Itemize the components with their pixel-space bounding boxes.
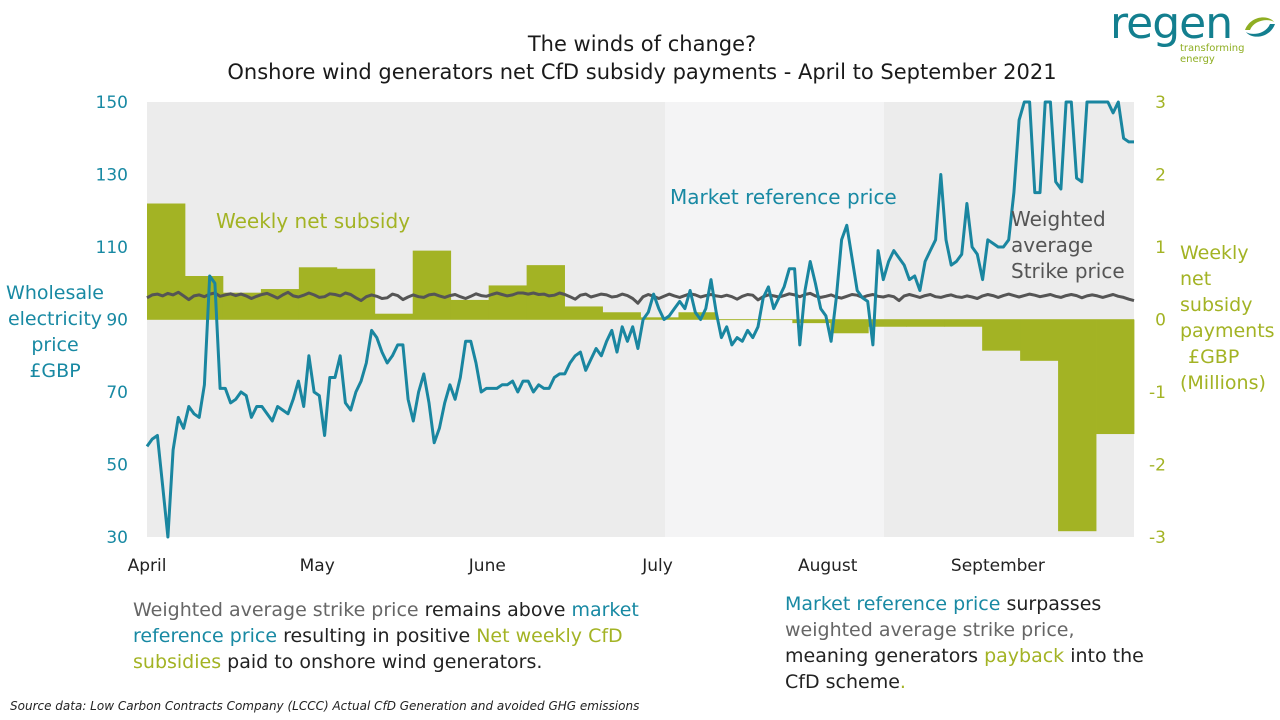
subsidy-bar <box>906 319 945 327</box>
chart-title-line-1: The winds of change? <box>527 32 757 56</box>
subsidy-bar <box>868 319 907 327</box>
note-span: remains above <box>418 599 572 621</box>
subsidy-bar <box>147 203 186 320</box>
note-right: Market reference price surpasses weighte… <box>785 591 1145 695</box>
note-span: into the CfD scheme <box>785 645 1144 693</box>
left-axis-label: Wholesale electricity price £GBP <box>3 280 107 384</box>
subsidy-bar <box>792 319 831 324</box>
note-span: Net weekly CfD subsidies <box>133 625 623 673</box>
right-axis-label-line: subsidy <box>1180 294 1253 316</box>
x-axis-ticks: April May June July August September <box>128 556 1045 576</box>
x-tick-label: July <box>641 556 673 576</box>
y-left-tick-label: 70 <box>106 383 128 403</box>
logo-swirl-icon <box>1245 17 1275 37</box>
y-left-tick-label: 150 <box>96 93 128 113</box>
x-tick-label: May <box>300 556 335 576</box>
note-left: Weighted average strike price remains ab… <box>133 597 653 675</box>
logo-wordmark: regen <box>1110 0 1233 49</box>
right-axis-ticks: 3 2 1 0 -1 -2 -3 <box>1149 93 1166 548</box>
subsidy-bar <box>982 319 1021 351</box>
subsidy-bar <box>1096 319 1135 435</box>
subsidy-bar <box>602 312 641 320</box>
y-right-tick-label: -2 <box>1149 456 1166 476</box>
y-right-tick-label: 2 <box>1155 166 1166 186</box>
y-right-tick-label: -1 <box>1149 383 1166 403</box>
left-axis-ticks: 150 130 110 90 70 50 30 <box>96 93 128 548</box>
y-right-tick-label: -3 <box>1149 528 1166 548</box>
right-axis-label-line: net <box>1180 268 1212 290</box>
y-left-tick-label: 30 <box>106 528 128 548</box>
subsidy-bar <box>944 319 983 327</box>
note-span: meaning generators <box>785 645 985 667</box>
logo-tagline: transforming energy <box>1180 43 1245 65</box>
chart-title-line-2: Onshore wind generators net CfD subsidy … <box>227 60 1057 84</box>
subsidy-bars <box>147 203 1135 532</box>
subsidy-bar <box>412 250 452 320</box>
source-note: Source data: Low Carbon Contracts Compan… <box>10 699 640 713</box>
subsidy-bar <box>450 299 490 320</box>
subsidy-bar <box>1020 319 1059 361</box>
annotation-strike-line: average <box>1011 233 1093 257</box>
x-tick-label: April <box>128 556 167 576</box>
right-axis-label-line: £GBP <box>1188 346 1240 368</box>
annotation-weekly-net-subsidy: Weekly net subsidy <box>216 209 411 233</box>
y-right-tick-label: 1 <box>1155 238 1166 258</box>
subsidy-bar <box>374 313 414 320</box>
annotation-strike-line: Strike price <box>1011 259 1125 283</box>
note-span: resulting in positive <box>277 625 477 647</box>
y-left-tick-label: 130 <box>96 166 128 186</box>
right-axis-label-line: payments <box>1180 320 1275 342</box>
market-reference-price-line <box>145 100 1134 539</box>
regen-logo: regen transforming energy <box>1110 0 1278 65</box>
left-axis-label-line: electricity <box>7 308 103 330</box>
y-left-tick-label: 50 <box>106 456 128 476</box>
annotation-market-reference-price: Market reference price <box>670 185 897 209</box>
subsidy-bar <box>1058 319 1097 532</box>
note-span: Market reference price <box>785 593 1001 615</box>
left-axis-label-line: price £GBP <box>29 334 81 382</box>
note-span: payback <box>984 645 1065 667</box>
right-axis-label-line: Weekly <box>1180 242 1249 264</box>
subsidy-bar <box>564 306 603 320</box>
strike-price-line <box>146 290 1135 305</box>
left-axis-label-line: Wholesale <box>6 282 104 304</box>
right-axis-label: Weekly net subsidy payments £GBP (Millio… <box>1180 240 1280 396</box>
subsidy-bar <box>488 285 528 320</box>
subsidy-bar <box>830 319 869 334</box>
x-tick-label: September <box>951 556 1045 576</box>
annotation-strike-line: Weighted <box>1011 207 1106 231</box>
subsidy-bar <box>640 317 679 320</box>
y-left-tick-label: 110 <box>96 238 128 258</box>
note-span: Weighted average strike price <box>133 599 419 621</box>
annotation-strike-price: Weighted average Strike price <box>1011 206 1125 284</box>
right-axis-label-line: (Millions) <box>1180 372 1266 394</box>
x-tick-label: August <box>798 556 858 576</box>
y-right-tick-label: 0 <box>1155 311 1166 331</box>
note-span: surpasses <box>1000 593 1102 615</box>
y-left-tick-label: 90 <box>106 311 128 331</box>
note-span: . <box>899 671 906 693</box>
x-tick-label: June <box>468 556 506 576</box>
y-right-tick-label: 3 <box>1155 93 1166 113</box>
note-span: paid to onshore wind generators. <box>221 651 543 673</box>
note-span: weighted average strike price, <box>785 619 1075 641</box>
note-span: market reference price <box>133 599 639 647</box>
